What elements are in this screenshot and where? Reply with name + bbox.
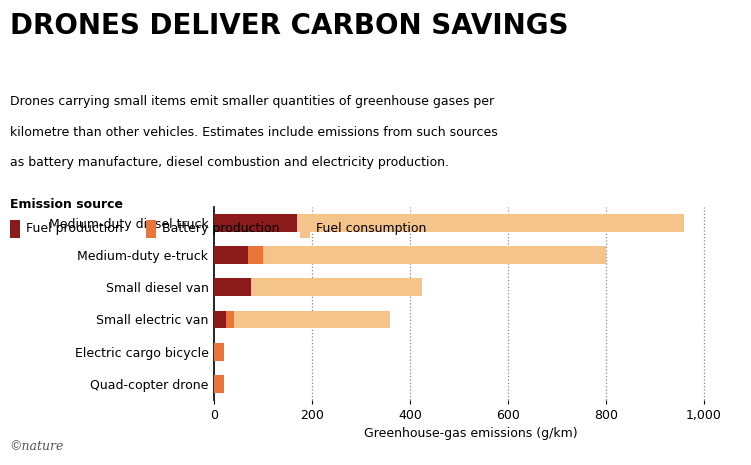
Bar [214,214,297,232]
X-axis label: Greenhouse-gas emissions (g/km): Greenhouse-gas emissions (g/km) [364,427,578,440]
Bar [226,311,234,328]
Bar [214,246,249,264]
Text: Fuel production: Fuel production [26,222,122,235]
Bar [251,279,422,296]
Text: kilometre than other vehicles. Estimates include emissions from such sources: kilometre than other vehicles. Estimates… [10,126,497,139]
Text: Emission source: Emission source [10,198,122,211]
Text: Drones carrying small items emit smaller quantities of greenhouse gases per: Drones carrying small items emit smaller… [10,95,494,108]
Bar [297,214,684,232]
Text: DRONES DELIVER CARBON SAVINGS: DRONES DELIVER CARBON SAVINGS [10,12,569,40]
Text: as battery manufacture, diesel combustion and electricity production.: as battery manufacture, diesel combustio… [10,156,449,169]
Bar [214,311,226,328]
Text: Battery production: Battery production [162,222,279,235]
Text: Fuel consumption: Fuel consumption [316,222,427,235]
Text: ©nature: ©nature [10,440,64,453]
Bar [214,279,251,296]
Bar [214,343,224,360]
Bar [214,375,224,392]
Bar [249,246,263,264]
Bar [263,246,606,264]
Bar [234,311,391,328]
